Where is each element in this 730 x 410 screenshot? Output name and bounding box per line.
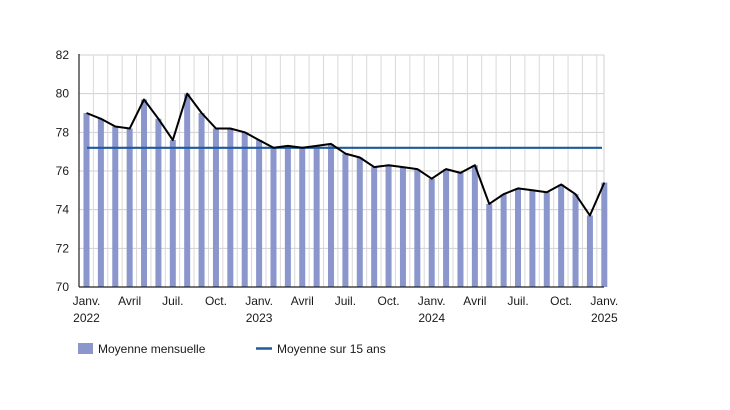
bar [212,128,219,287]
bar [342,153,349,287]
legend-label-line: Moyenne sur 15 ans [277,342,386,356]
legend-swatch-bar [78,343,93,354]
x-tick-year-label: 2025 [591,311,618,325]
bar-series [83,93,608,288]
legend-label-bar: Moyenne mensuelle [98,342,206,356]
bar [486,203,493,287]
y-tick-label: 74 [56,203,70,217]
bar [471,165,478,287]
bar [572,194,579,287]
bar [500,194,507,287]
bar [198,113,205,287]
y-tick-label: 72 [56,241,70,255]
x-tick-label: Janv. [73,294,101,308]
bar [428,178,435,287]
x-tick-label: Oct. [550,294,572,308]
y-axis-ticks: 70 72 74 76 78 80 82 [56,48,70,294]
bar [112,126,119,288]
x-tick-label: Janv. [418,294,446,308]
bar [328,143,335,287]
x-tick-year-label: 2024 [418,311,445,325]
x-tick-year-label: 2023 [246,311,273,325]
bar [155,118,162,287]
bar [356,157,363,287]
x-tick-label: Janv. [245,294,273,308]
bar [241,132,248,287]
x-tick-label: Oct. [205,294,227,308]
bar [457,172,464,287]
y-tick-label: 78 [56,125,70,139]
x-tick-label: Juil. [162,294,183,308]
x-tick-label: Janv. [590,294,618,308]
x-axis-ticks: Janv. 2022 Avril Juil. Oct. Janv. 2023 Avril Jui… [73,294,619,325]
bar [399,167,406,287]
x-tick-year-label: 2022 [73,311,100,325]
bar [558,184,565,287]
bar [227,128,234,287]
bar [97,118,104,287]
bar [284,145,291,287]
monthly-line [86,92,606,217]
x-tick-label: Juil. [335,294,356,308]
bar [83,113,90,287]
bar [385,165,392,287]
bar [529,190,536,287]
legend: Moyenne mensuelle Moyenne sur 15 ans [78,342,386,356]
y-tick-label: 76 [56,164,70,178]
bar [414,169,421,287]
bar [270,147,277,287]
bar [299,147,306,287]
x-tick-label: Juil. [507,294,528,308]
bar [313,145,320,287]
line-series [86,92,606,217]
axes [78,54,604,288]
grid [79,54,605,287]
bar [256,140,263,287]
bar [586,215,593,287]
x-tick-label: Oct. [378,294,400,308]
x-tick-label: Avril [463,294,486,308]
bar [515,188,522,287]
bar [601,182,608,287]
bar [443,169,450,287]
y-tick-label: 80 [56,87,70,101]
bar [126,128,133,287]
bar [371,167,378,287]
bar [543,192,550,287]
bar [141,99,148,287]
bar [169,140,176,287]
bar [184,93,191,288]
x-tick-label: Avril [291,294,314,308]
x-tick-label: Avril [118,294,141,308]
y-tick-label: 70 [56,280,70,294]
y-tick-label: 82 [56,48,70,62]
